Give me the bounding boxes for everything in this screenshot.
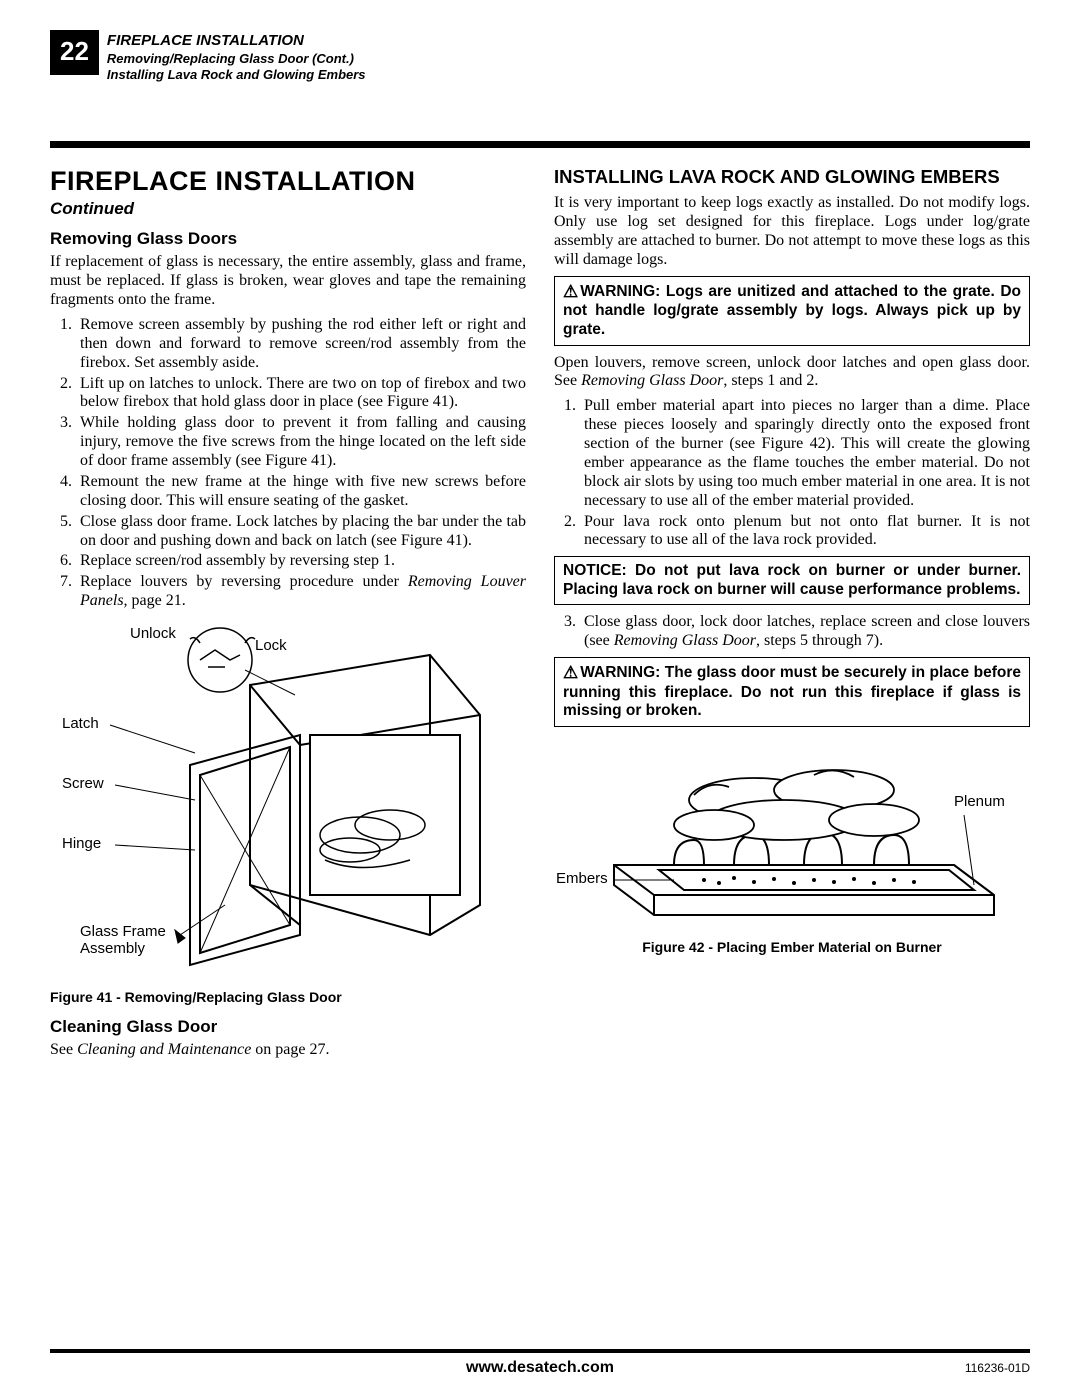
installing-steps-cont: Close glass door, lock door latches, rep…: [554, 613, 1030, 651]
fig41-label-assembly: Assembly: [80, 940, 145, 957]
content-columns: FIREPLACE INSTALLATION Continued Removin…: [50, 166, 1030, 1349]
fig41-label-lock: Lock: [255, 637, 287, 654]
removing-intro: If replacement of glass is necessary, th…: [50, 253, 526, 310]
warning-icon: ⚠: [563, 282, 578, 302]
fig42-label-plenum: Plenum: [954, 793, 1005, 810]
fig41-label-hinge: Hinge: [62, 835, 101, 852]
step-5: Close glass door frame. Lock latches by …: [76, 513, 526, 551]
open-ital: Removing Glass Door: [581, 372, 723, 389]
installing-lava-rock-head: INSTALLING LAVA ROCK AND GLOWING EMBERS: [554, 166, 1030, 188]
header-main: FIREPLACE INSTALLATION: [107, 32, 366, 51]
open-post: , steps 1 and 2.: [723, 372, 818, 389]
cleaning-pre: See: [50, 1041, 77, 1058]
step-1: Remove screen assembly by pushing the ro…: [76, 316, 526, 373]
step-7: Replace louvers by reversing procedure u…: [76, 573, 526, 611]
left-column: FIREPLACE INSTALLATION Continued Removin…: [50, 166, 526, 1349]
footer-url: www.desatech.com: [466, 1359, 614, 1377]
fig41-label-unlock: Unlock: [130, 625, 176, 642]
step3-ital: Removing Glass Door: [614, 632, 756, 649]
page-footer: www.desatech.com 116236-01D: [50, 1349, 1030, 1377]
fig42-label-embers: Embers: [556, 870, 608, 887]
fig41-label-latch: Latch: [62, 715, 99, 732]
cleaning-post: on page 27.: [251, 1041, 329, 1058]
header-titles: FIREPLACE INSTALLATION Removing/Replacin…: [107, 30, 366, 83]
step-6: Replace screen/rod assembly by reversing…: [76, 552, 526, 571]
step-4: Remount the new frame at the hinge with …: [76, 473, 526, 511]
step-3: While holding glass door to prevent it f…: [76, 414, 526, 471]
page-header: 22 FIREPLACE INSTALLATION Removing/Repla…: [50, 30, 1030, 83]
install-step-2: Pour lava rock onto plenum but not onto …: [580, 513, 1030, 551]
installing-steps: Pull ember material apart into pieces no…: [554, 397, 1030, 550]
notice-box: NOTICE: Do not put lava rock on burner o…: [554, 556, 1030, 605]
section-title: FIREPLACE INSTALLATION: [50, 166, 526, 197]
step3-post: , steps 5 through 7).: [756, 632, 883, 649]
figure-41-caption: Figure 41 - Removing/Replacing Glass Doo…: [50, 989, 526, 1005]
warning-icon: ⚠: [563, 663, 578, 683]
install-step-3: Close glass door, lock door latches, rep…: [580, 613, 1030, 651]
open-louvers-para: Open louvers, remove screen, unlock door…: [554, 354, 1030, 392]
removing-steps: Remove screen assembly by pushing the ro…: [50, 316, 526, 611]
warning-box-2: ⚠WARNING: The glass door must be securel…: [554, 657, 1030, 727]
install-step-1: Pull ember material apart into pieces no…: [580, 397, 1030, 510]
step7-pre: Replace louvers by reversing procedure u…: [80, 573, 408, 590]
fig41-label-glassframe: Glass Frame: [80, 923, 166, 940]
warning-1-text: WARNING: Logs are unitized and attached …: [563, 283, 1021, 338]
footer-doc-number: 116236-01D: [965, 1361, 1030, 1375]
continued-label: Continued: [50, 199, 526, 219]
header-sub-2: Installing Lava Rock and Glowing Embers: [107, 67, 366, 83]
warning-2-text: WARNING: The glass door must be securely…: [563, 664, 1021, 719]
step7-post: page 21.: [128, 592, 186, 609]
figure-42-caption: Figure 42 - Placing Ember Material on Bu…: [554, 939, 1030, 955]
figure-42: Embers Plenum: [554, 735, 1030, 925]
installing-intro: It is very important to keep logs exactl…: [554, 194, 1030, 270]
warning-box-1: ⚠WARNING: Logs are unitized and attached…: [554, 276, 1030, 346]
page-number: 22: [50, 30, 99, 75]
header-sub-1: Removing/Replacing Glass Door (Cont.): [107, 51, 366, 67]
right-column: INSTALLING LAVA ROCK AND GLOWING EMBERS …: [554, 166, 1030, 1349]
figure-41: Unlock Lock Latch Screw Hinge Glass Fram…: [50, 625, 526, 975]
page-container: 22 FIREPLACE INSTALLATION Removing/Repla…: [0, 0, 1080, 1397]
removing-glass-doors-head: Removing Glass Doors: [50, 229, 526, 249]
cleaning-glass-door-head: Cleaning Glass Door: [50, 1017, 526, 1037]
step-2: Lift up on latches to unlock. There are …: [76, 375, 526, 413]
top-rule: [50, 141, 1030, 148]
fig41-label-screw: Screw: [62, 775, 104, 792]
cleaning-body: See Cleaning and Maintenance on page 27.: [50, 1041, 526, 1060]
cleaning-ital: Cleaning and Maintenance: [77, 1041, 251, 1058]
figure-42-svg: [554, 735, 1024, 925]
